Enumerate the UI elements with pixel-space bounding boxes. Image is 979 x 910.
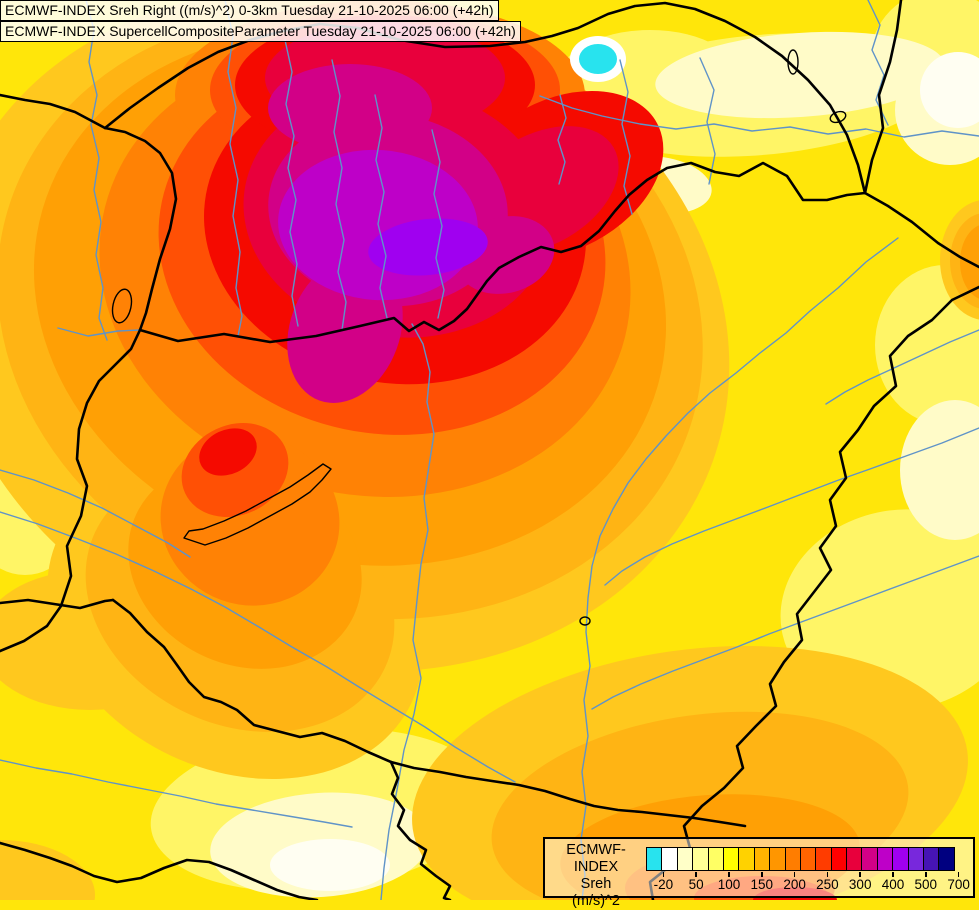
colorbar-tick <box>662 872 665 877</box>
colorbar-tick-label: -20 <box>653 877 674 892</box>
contour-band <box>655 31 945 119</box>
lake-outline <box>183 463 332 546</box>
country-border <box>138 161 867 344</box>
contour-band <box>875 265 979 425</box>
colorbar-cell <box>707 847 724 871</box>
river <box>284 39 299 327</box>
lake-outline <box>579 616 591 626</box>
colorbar-tick <box>925 872 927 877</box>
colorbar <box>646 847 955 871</box>
colorbar-cell <box>722 847 740 871</box>
river <box>867 0 889 126</box>
country-border <box>863 0 903 195</box>
country-border <box>0 841 319 900</box>
contour-band <box>900 400 979 540</box>
river <box>0 759 353 828</box>
river <box>374 94 388 319</box>
legend-model-name: ECMWF-INDEX <box>566 842 626 875</box>
river <box>331 59 347 331</box>
map-title-secondary: ECMWF-INDEX SupercellCompositeParameter … <box>0 21 521 42</box>
river <box>825 329 979 405</box>
river <box>591 555 979 710</box>
colorbar-tick <box>892 872 894 877</box>
colorbar-tick <box>826 872 829 877</box>
colorbar-cell <box>923 847 940 871</box>
colorbar-tick-label: 400 <box>881 877 905 892</box>
country-border <box>389 760 452 900</box>
river <box>539 95 979 138</box>
contour-band <box>920 52 979 128</box>
river <box>224 0 243 337</box>
country-border <box>648 285 979 900</box>
colorbar-cell <box>830 847 848 871</box>
colorbar-tick-label: 100 <box>717 877 741 892</box>
river <box>431 129 445 319</box>
colorbar-tick <box>695 872 697 877</box>
colorbar-tick-label: 50 <box>688 877 704 892</box>
colorbar-cell <box>938 847 955 871</box>
colorbar-cell <box>676 847 694 871</box>
river <box>699 57 716 185</box>
country-border <box>0 598 115 610</box>
lake-outline <box>111 288 133 324</box>
map-title-primary: ECMWF-INDEX Sreh Right ((m/s)^2) 0-3km T… <box>0 0 499 21</box>
colorbar-cell <box>646 847 663 871</box>
country-border <box>103 1 867 195</box>
contour-band <box>579 44 617 74</box>
contour-band <box>199 428 257 476</box>
colorbar-cell <box>784 847 801 871</box>
colorbar-tick <box>728 872 730 877</box>
river <box>380 323 435 900</box>
colorbar-cell <box>892 847 909 871</box>
colorbar-cell <box>799 847 817 871</box>
colorbar-tick <box>957 872 960 877</box>
contour-band <box>270 839 390 891</box>
colorbar-cell <box>661 847 678 871</box>
colorbar-cell <box>907 847 925 871</box>
colorbar-tick-label: 200 <box>783 877 806 892</box>
colorbar-cell <box>815 847 832 871</box>
country-border <box>103 126 178 332</box>
country-border <box>111 598 747 828</box>
river <box>604 427 979 586</box>
contour-band <box>0 840 95 900</box>
river <box>85 0 108 341</box>
legend-parameter-name: Sreh <box>580 876 612 892</box>
country-border <box>0 328 142 653</box>
colorbar-tick-label: 150 <box>750 877 774 892</box>
colorbar-tick <box>859 872 861 877</box>
legend-unit: (m/s)^2 <box>572 893 620 909</box>
legend-box: ECMWF-INDEX Sreh (m/s)^2 -20 50 100 150 200 2… <box>543 837 975 909</box>
colorbar-tick <box>761 872 763 877</box>
river <box>557 94 567 185</box>
colorbar-tick-label: 300 <box>848 877 872 892</box>
river <box>0 469 191 558</box>
river <box>0 511 516 783</box>
river <box>580 237 899 900</box>
colorbar-cell <box>876 847 894 871</box>
contour-band <box>368 218 488 276</box>
river <box>57 327 141 337</box>
river <box>619 59 633 215</box>
colorbar-cell <box>738 847 755 871</box>
colorbar-cell <box>753 847 771 871</box>
colorbar-tick-label: 500 <box>914 877 938 892</box>
colorbar-cell <box>692 847 709 871</box>
colorbar-tick-label: 700 <box>947 877 970 892</box>
colorbar-tick-label: 250 <box>816 877 839 892</box>
colorbar-cell <box>846 847 863 871</box>
country-border <box>0 93 107 130</box>
contour-band <box>268 64 432 152</box>
colorbar-tick <box>793 872 796 877</box>
colorbar-cell <box>861 847 878 871</box>
country-border <box>863 191 979 269</box>
colorbar-cell <box>769 847 786 871</box>
